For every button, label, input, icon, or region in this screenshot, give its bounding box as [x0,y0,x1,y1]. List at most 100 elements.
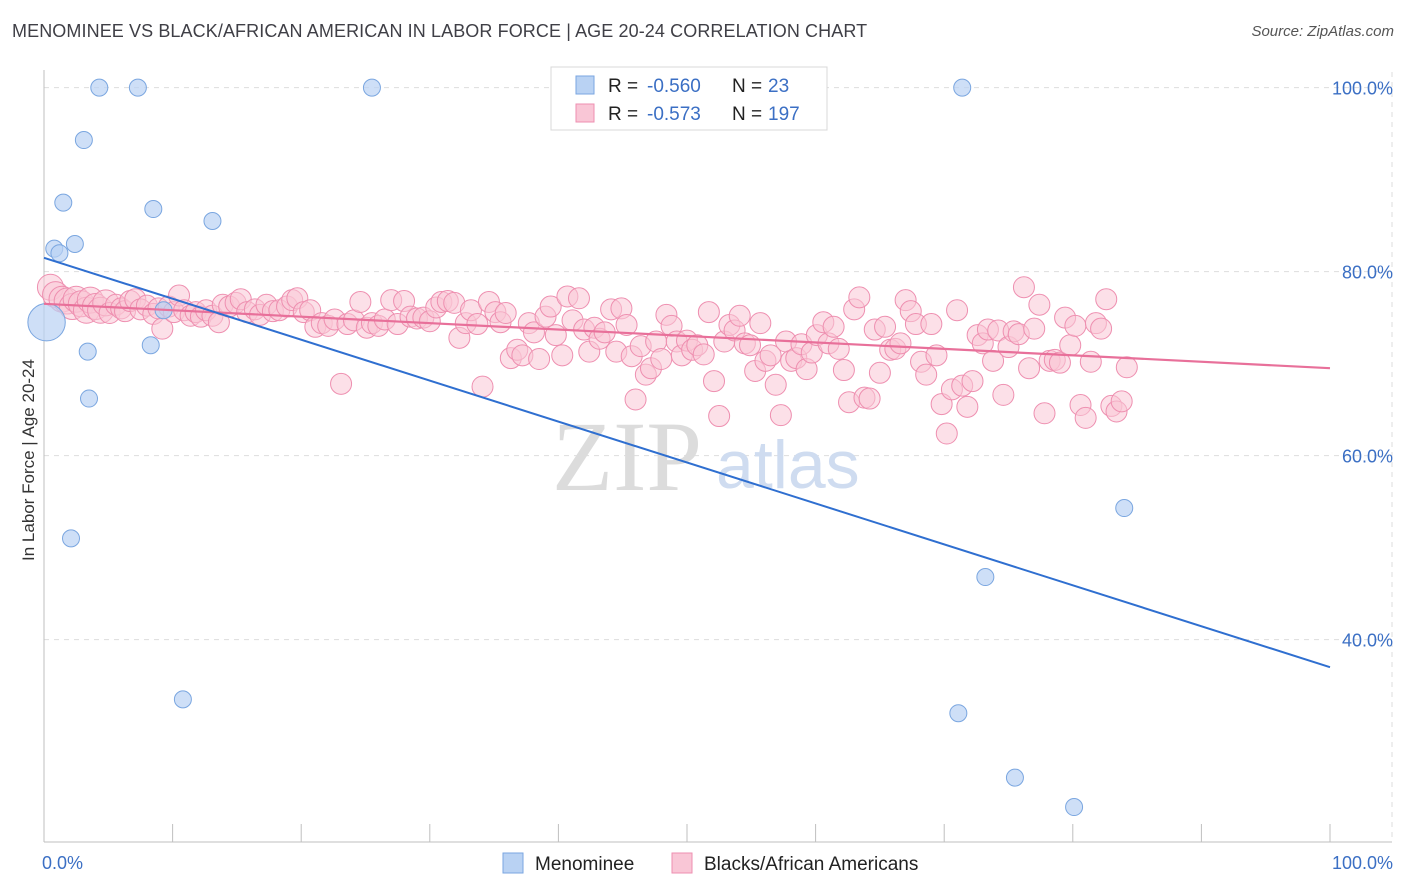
point-menominee [54,193,73,212]
grid [44,72,1393,842]
point-blacks-african-americans [874,315,897,338]
point-menominee [50,244,69,263]
point-menominee [1005,768,1024,787]
point-blacks-african-americans [915,363,938,386]
point-menominee [144,200,163,219]
bottom-legend-swatch-menominee [502,852,524,874]
point-blacks-african-americans [708,405,731,428]
bottom-legend-label-blacks-african-americans: Blacks/African Americans [704,854,918,875]
point-menominee [80,389,99,408]
point-blacks-african-americans [1079,350,1102,373]
x-tick-labels: 0.0% 100.0% [42,853,1393,873]
point-blacks-african-americans [946,299,969,322]
legend-n-value: 23 [768,76,789,97]
point-blacks-african-americans [697,301,720,324]
point-menominee [78,342,97,361]
legend-r-label: R = [608,76,638,97]
point-blacks-african-americans [925,344,948,367]
point-blacks-african-americans [827,337,850,360]
point-blacks-african-americans [1028,293,1051,316]
point-blacks-african-americans [961,370,984,393]
point-blacks-african-americans [1095,288,1118,311]
bottom-legend-label-menominee: Menominee [535,854,634,875]
bottom-legend: Menominee Blacks/African Americans [502,852,918,875]
point-blacks-african-americans [471,375,494,398]
legend-n-label: N = [732,104,762,125]
point-menominee [90,78,109,97]
point-blacks-african-americans [1064,314,1087,337]
y-tick-label: 100.0% [1332,79,1393,99]
point-blacks-african-americans [1018,357,1041,380]
point-menominee [976,568,995,587]
legend-swatch-menominee [575,75,595,95]
point-blacks-african-americans [1115,356,1138,379]
point-blacks-african-americans [330,372,353,395]
point-menominee [65,235,84,253]
point-blacks-african-americans [1048,351,1071,374]
point-blacks-african-americans [1012,276,1035,299]
trend-line-menominee [43,256,1331,669]
point-blacks-african-americans [349,290,372,313]
point-blacks-african-americans [749,312,772,335]
point-blacks-african-americans [692,343,715,366]
legend: R = -0.560 N = 23 R = -0.573 N = 197 [550,66,828,131]
watermark-zip: ZIP [552,401,702,512]
point-menominee [1065,798,1084,817]
legend-r-label: R = [608,104,638,125]
watermark-atlas: atlas [716,427,860,503]
chart-source: Source: ZipAtlas.com [1251,23,1394,40]
point-menominee [141,336,160,355]
point-menominee [203,212,222,230]
y-tick-label: 40.0% [1342,631,1393,651]
point-blacks-african-americans [551,344,574,367]
point-menominee [362,78,381,97]
point-blacks-african-americans [1090,317,1113,340]
point-blacks-african-americans [822,315,845,338]
x-tick-label: 100.0% [1332,853,1393,873]
point-menominee [1115,499,1134,518]
point-blacks-african-americans [992,383,1015,406]
point-menominee [62,529,81,548]
point-blacks-african-americans [650,348,673,370]
point-blacks-african-americans [868,361,891,384]
point-blacks-african-americans [956,395,979,418]
point-blacks-african-americans [1033,402,1056,425]
point-blacks-african-americans [759,344,782,367]
point-blacks-african-americans [615,313,638,336]
y-tick-labels: 40.0% 60.0% 80.0% 100.0% [1332,79,1393,651]
point-blacks-african-americans [858,387,881,410]
bottom-legend-swatch-blacks-african-americans [671,852,693,874]
point-menominee [173,690,192,709]
point-blacks-african-americans [832,359,855,382]
point-blacks-african-americans [703,370,726,393]
point-blacks-african-americans [848,286,871,309]
point-blacks-african-americans [935,422,958,445]
legend-swatch-blacks-african-americans [575,103,595,123]
point-blacks-african-americans [539,295,562,318]
point-blacks-african-americans [889,332,912,355]
y-tick-label: 60.0% [1342,447,1393,467]
legend-r-value: -0.560 [647,76,701,97]
point-menominee [953,78,972,97]
point-blacks-african-americans [769,404,792,427]
legend-r-value: -0.573 [647,104,701,125]
point-menominee [949,704,968,723]
trend-lines [43,256,1331,669]
point-menominee [128,78,147,97]
point-blacks-african-americans [764,373,787,396]
x-tick-label: 0.0% [42,853,83,873]
point-blacks-african-americans [494,302,517,324]
point-blacks-african-americans [1023,317,1046,340]
y-axis-label: In Labor Force | Age 20-24 [19,359,38,561]
legend-n-label: N = [732,76,762,97]
legend-row-blacks-african-americans: R = -0.573 N = 197 [575,103,800,125]
point-blacks-african-americans [1059,334,1082,357]
series-menominee-points [27,78,1134,817]
legend-n-value: 197 [768,104,800,125]
legend-row-menominee: R = -0.560 N = 23 [575,75,789,97]
trend-line-blacks-african-americans [43,302,1331,370]
chart-title: MENOMINEE VS BLACK/AFRICAN AMERICAN IN L… [12,21,868,41]
point-blacks-african-americans [1110,390,1133,413]
point-blacks-african-americans [920,313,943,336]
